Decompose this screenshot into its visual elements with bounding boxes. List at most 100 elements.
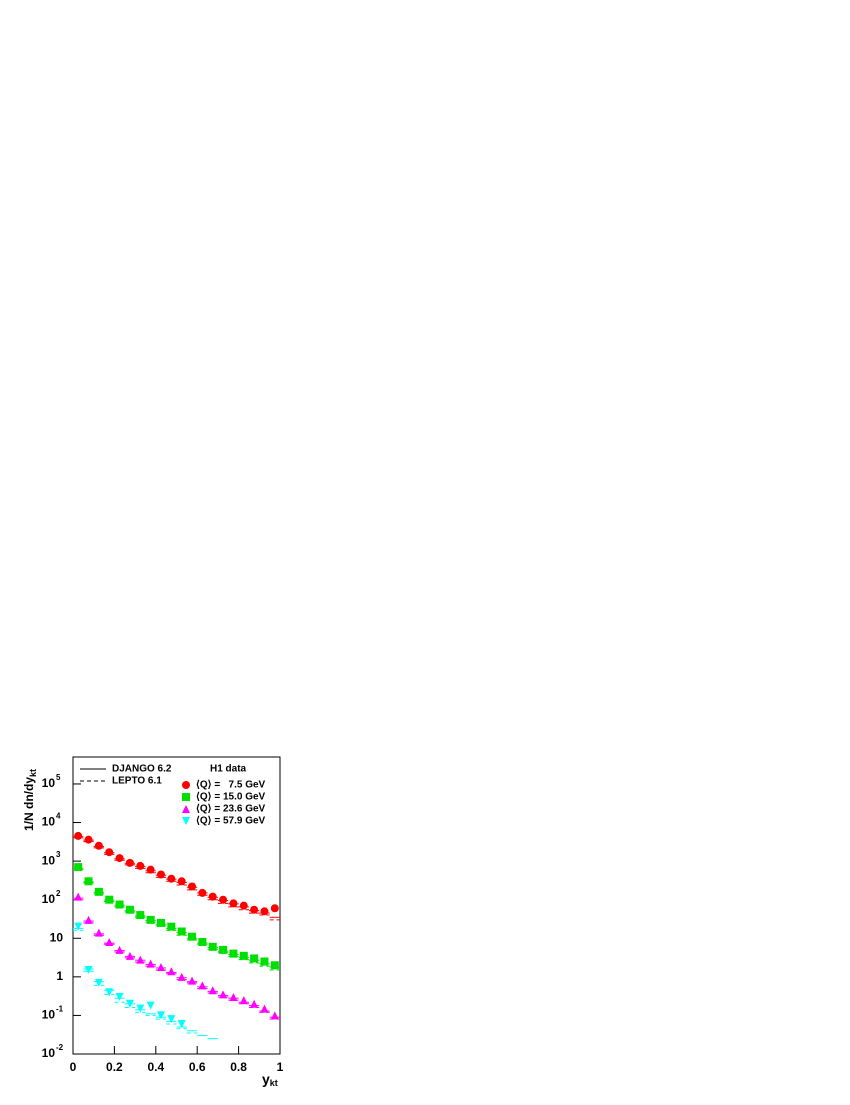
data-point: [156, 918, 165, 927]
data-point: [250, 905, 259, 914]
legend-marker: [182, 817, 190, 825]
data-point: [74, 831, 83, 840]
x-tick-label: 0.6: [189, 1060, 206, 1074]
data-point: [136, 1004, 145, 1013]
data-point: [105, 988, 114, 997]
legend-label: LEPTO 6.1: [112, 776, 162, 787]
data-point: [156, 962, 165, 971]
legend-label: DJANGO 6.2: [112, 764, 172, 775]
data-point: [94, 841, 103, 850]
data-point: [156, 870, 165, 879]
data-point: [177, 927, 186, 936]
data-point: [198, 888, 207, 897]
data-point: [188, 976, 197, 985]
y-axis-label: 1/N dn/dy: [22, 777, 36, 831]
y-tick-label: 10: [42, 892, 56, 906]
data-point: [115, 993, 124, 1002]
data-point: [146, 865, 155, 874]
data-point: [94, 887, 103, 896]
data-point: [250, 999, 259, 1008]
y-tick-label: 10: [42, 1008, 56, 1022]
data-point: [84, 915, 93, 924]
data-point: [94, 928, 103, 937]
data-point: [229, 993, 238, 1002]
plot-frame: [72, 756, 281, 1055]
data-point: [208, 942, 217, 951]
x-axis-label-sub: kt: [270, 1078, 278, 1088]
data-point: [177, 972, 186, 981]
data-point: [198, 981, 207, 990]
y-tick-label: 10: [42, 815, 56, 829]
legend-label: ⟨Q⟩ = 7.5 GeV: [196, 780, 266, 791]
data-point: [250, 954, 259, 963]
data-point: [270, 904, 279, 913]
x-tick-label: 0: [70, 1060, 77, 1074]
data-point: [177, 1019, 186, 1028]
y-tick-sup: -2: [56, 1043, 64, 1052]
legend-title: H1 data: [210, 764, 247, 775]
y-tick-sup: 4: [56, 812, 61, 821]
y-tick-label: 10: [42, 776, 56, 790]
data-point: [188, 882, 197, 891]
data-point: [219, 895, 228, 904]
legend-marker: [182, 805, 190, 813]
data-point: [125, 858, 134, 867]
data-point: [125, 999, 134, 1008]
data-point: [115, 945, 124, 954]
x-tick-label: 1: [277, 1060, 284, 1074]
x-tick-label: 0.8: [230, 1060, 247, 1074]
y-tick-sup: -1: [56, 1005, 64, 1014]
y-tick-label: 1: [56, 969, 63, 983]
data-point: [260, 907, 269, 916]
y-tick-label: 10: [42, 1046, 56, 1060]
x-axis-label: y: [262, 1071, 270, 1087]
data-point: [208, 892, 217, 901]
data-point: [136, 955, 145, 964]
legend-marker: [182, 781, 190, 789]
y-tick-label: 10: [50, 930, 64, 944]
legend-label: ⟨Q⟩ = 15.0 GeV: [196, 792, 266, 803]
data-point: [239, 901, 248, 910]
data-point: [229, 949, 238, 958]
data-point: [84, 966, 93, 975]
data-point: [125, 951, 134, 960]
y-axis-title: 1/N dn/dykt: [22, 769, 38, 831]
data-point: [115, 854, 124, 863]
data-point: [115, 900, 124, 909]
data-point: [219, 990, 228, 999]
y-tick-sup: 2: [56, 889, 61, 898]
data-point: [270, 961, 279, 970]
data-point: [198, 938, 207, 947]
data-point: [74, 892, 83, 901]
legend-marker: [182, 793, 190, 801]
data-point: [270, 1011, 279, 1020]
data-point: [208, 986, 217, 995]
data-point: [105, 848, 114, 857]
data-point: [84, 877, 93, 886]
data-point: [156, 1011, 165, 1020]
data-point: [74, 863, 83, 872]
x-tick-label: 0.4: [147, 1060, 164, 1074]
data-point: [167, 922, 176, 931]
legend-label: ⟨Q⟩ = 57.9 GeV: [196, 816, 266, 827]
data-point: [260, 957, 269, 966]
data-point: [74, 922, 83, 931]
data-point: [146, 1001, 155, 1010]
data-point: [146, 959, 155, 968]
data-point: [125, 905, 134, 914]
y-tick-sup: 3: [56, 850, 61, 859]
x-axis-title: ykt: [262, 1071, 278, 1089]
y-tick-sup: 5: [56, 773, 61, 782]
data-point: [239, 996, 248, 1005]
data-point: [167, 874, 176, 883]
legend-label: ⟨Q⟩ = 23.6 GeV: [196, 804, 266, 815]
data-point: [84, 835, 93, 844]
y-tick-label: 10: [42, 853, 56, 867]
data-point: [136, 861, 145, 870]
data-point: [177, 877, 186, 886]
data-point: [94, 978, 103, 987]
data-point: [260, 1004, 269, 1013]
data-point: [136, 911, 145, 920]
